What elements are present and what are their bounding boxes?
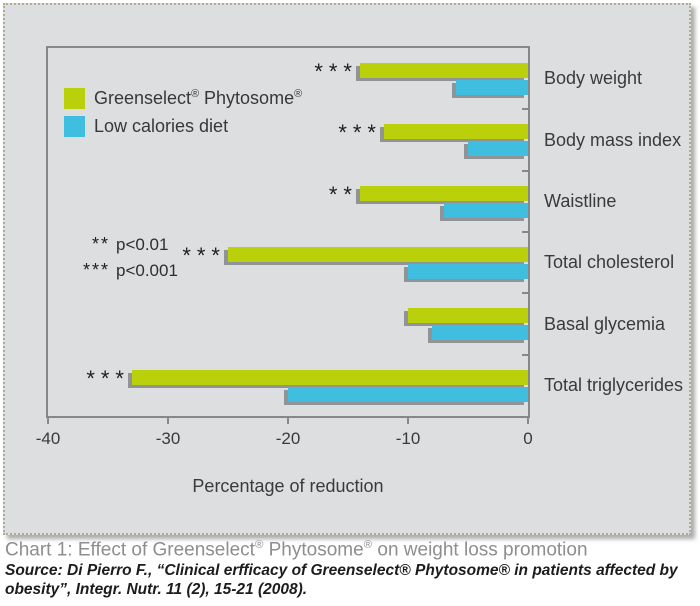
- category-label: Total cholesterol: [544, 252, 675, 273]
- significance-note: *** p<0.001: [58, 260, 178, 286]
- category-label: Waistline: [544, 190, 617, 211]
- legend: Greenselect® Phytosome® Low calories diet: [64, 87, 302, 143]
- category-tick: [522, 169, 528, 172]
- legend-item: Low calories diet: [64, 115, 302, 138]
- diet-bar: [468, 141, 528, 157]
- significance-marker: ***: [182, 243, 226, 268]
- greenselect-bar: [360, 63, 528, 78]
- greenselect-bar: [384, 124, 528, 140]
- legend-swatch: [64, 116, 85, 137]
- x-axis-tick: [47, 418, 49, 424]
- chart-caption: Chart 1: Effect of Greenselect® Phytosom…: [5, 539, 588, 561]
- chart-panel: [3, 3, 691, 535]
- category-label: Total triglycerides: [544, 374, 684, 395]
- category-label: Body weight: [544, 68, 643, 89]
- category-label: Basal glycemia: [544, 313, 666, 334]
- source-citation: Source: Di Pierro F., “Clinical erfficac…: [5, 562, 678, 599]
- note-text: p<0.001: [116, 261, 178, 280]
- legend-label: Greenselect® Phytosome®: [94, 88, 303, 108]
- category-label: Body mass index: [544, 129, 682, 150]
- greenselect-bar: [132, 369, 528, 385]
- legend-label: Low calories diet: [94, 116, 229, 136]
- x-axis-tick-label: -40: [35, 429, 61, 448]
- x-axis-title: Percentage of reduction: [192, 476, 384, 496]
- greenselect-bar: [360, 185, 528, 201]
- x-axis-tick-label: -20: [275, 429, 301, 448]
- significance-marker: ***: [314, 59, 358, 84]
- x-axis-tick-label: -10: [395, 429, 421, 448]
- diet-bar: [456, 80, 528, 95]
- category-tick: [522, 292, 528, 295]
- category-tick: [522, 108, 528, 111]
- category-tick: [522, 231, 528, 233]
- legend-swatch: [64, 88, 85, 109]
- x-axis-tick: [527, 418, 529, 424]
- diet-bar: [432, 325, 528, 341]
- note-symbol: **: [91, 234, 110, 254]
- significance-marker: **: [328, 181, 358, 207]
- x-axis-tick-label: 0: [523, 429, 533, 448]
- plot-area: Greenselect® Phytosome® Low calories diet…: [46, 46, 530, 418]
- x-axis-tick-label: -30: [155, 429, 181, 448]
- significance-notes: ** p<0.01 *** p<0.001: [58, 234, 178, 286]
- significance-note: ** p<0.01: [58, 234, 178, 260]
- note-text: p<0.01: [116, 235, 169, 254]
- significance-marker: ***: [338, 120, 382, 146]
- x-axis-tick: [167, 418, 169, 424]
- greenselect-bar: [228, 247, 528, 262]
- diet-bar: [408, 264, 528, 279]
- category-tick: [522, 353, 528, 356]
- significance-marker: ***: [86, 365, 130, 391]
- legend-item: Greenselect® Phytosome®: [64, 87, 302, 110]
- x-axis-tick: [407, 418, 409, 424]
- greenselect-bar: [408, 308, 528, 324]
- x-axis-tick: [287, 418, 289, 424]
- diet-bar: [288, 386, 528, 402]
- diet-bar: [444, 202, 528, 218]
- note-symbol: ***: [82, 260, 110, 280]
